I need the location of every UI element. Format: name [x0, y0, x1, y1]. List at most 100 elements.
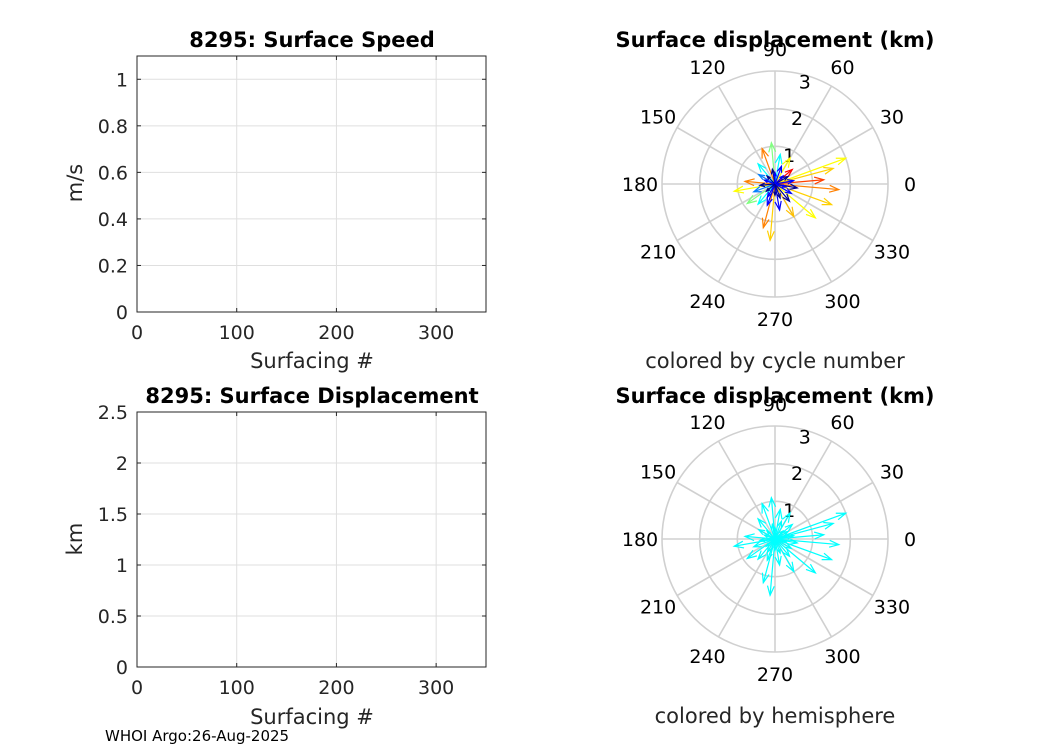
polar_hemi-vector-head	[779, 529, 785, 535]
polar_hemi-vector-shaft	[774, 538, 790, 557]
polar_hemi-vector-arrow	[768, 495, 777, 540]
polar_cycle-vector-head	[823, 166, 835, 175]
polar_cycle-vector-shaft	[762, 183, 776, 228]
polar_cycle-angle-label: 300	[824, 291, 860, 313]
polar_hemi-angle-label: 0	[904, 529, 916, 551]
polar_cycle-vector-head	[765, 174, 771, 180]
polar_hemi-vector-arrow	[774, 538, 788, 543]
polar_hemi-range-label: 3	[799, 426, 811, 448]
polar_hemi-vector-shaft	[774, 512, 846, 540]
polar_hemi-vector-shaft	[766, 538, 776, 553]
polar_hemi-vector-shaft	[762, 538, 776, 583]
polar_hemi-vector-arrow	[774, 538, 841, 548]
polar_cycle-angle-label: 120	[689, 57, 725, 79]
polar_hemi-vector-head	[752, 541, 762, 548]
polar_cycle-vector-arrow	[765, 183, 776, 193]
polar_cycle-vector-arrow	[766, 183, 776, 199]
polar_cycle-vector-shaft	[761, 148, 776, 185]
speed-y-tick-label: 0.4	[98, 209, 128, 231]
polar_cycle-vector-head	[761, 146, 770, 159]
disp-y-tick-label: 2	[116, 453, 128, 475]
polar_cycle-vector-shaft	[766, 175, 776, 185]
polar_cycle-vector-shaft	[774, 157, 791, 185]
polar_cycle-vector-shaft	[774, 183, 781, 211]
polar_hemi-vector-arrow	[774, 529, 785, 540]
polar_hemi-vector-arrow	[774, 530, 790, 540]
polar_cycle-vector-shaft	[774, 183, 790, 202]
polar_cycle-vector-arrow	[732, 183, 776, 194]
disp-x-tick-label: 0	[131, 677, 143, 699]
polar_cycle-vector-arrow	[756, 183, 776, 206]
polar_hemi-vector-head	[757, 528, 766, 536]
polar_cycle-angle-label: 60	[830, 57, 854, 79]
polar_cycle-vector-shaft	[774, 157, 846, 185]
polar_cycle-vector-arrow	[774, 183, 791, 203]
polar_hemi-vector-shaft	[753, 538, 776, 548]
polar_hemi-vector-arrow	[774, 538, 793, 550]
polar_hemi-vector-arrow	[774, 521, 835, 540]
polar_cycle-vector-head	[757, 173, 766, 181]
polar_hemi-vector-arrow	[758, 537, 776, 543]
polar_hemi-vector-head	[782, 548, 791, 558]
polar_hemi-angle-label: 210	[640, 597, 676, 619]
polar_cycle-vector-shaft	[734, 183, 776, 192]
polar_hemi-vector-shaft	[744, 535, 776, 540]
polar_hemi-vector-shaft	[774, 538, 781, 554]
polar_cycle-vector-head	[745, 194, 758, 205]
disp-plot-area	[137, 412, 486, 667]
polar_cycle-vector-arrow	[768, 140, 777, 185]
speed-y-tick-label: 0.8	[98, 116, 128, 138]
polar_cycle-vector-arrow	[774, 175, 790, 185]
footer-credit: WHOI Argo:26-Aug-2025	[105, 727, 289, 745]
polar_cycle-vector-arrow	[774, 152, 783, 185]
polar_cycle-vector-arrow	[765, 174, 776, 185]
polar_hemi-vector-head	[761, 501, 770, 514]
polar_hemi-vector-shaft	[774, 509, 781, 540]
polar_hemi-vector-head	[766, 552, 773, 562]
polar_hemi-vector-arrow	[774, 538, 817, 575]
polar_hemi-vector-arrow	[761, 538, 776, 585]
polar_cycle-vector-shaft	[774, 180, 794, 185]
speed-x-tick-label: 200	[318, 322, 354, 344]
polar_hemi-vector-head	[828, 539, 841, 548]
polar_hemi-vector-arrow	[774, 533, 796, 540]
polar_hemi-angle-label: 120	[689, 412, 725, 434]
speed-x-tick-label: 300	[418, 322, 454, 344]
polar_hemi-vector-arrow	[774, 538, 782, 567]
polar_cycle-vector-arrow	[743, 178, 776, 187]
polar_hemi-vector-arrow	[765, 529, 776, 540]
polar_hemi-vector-head	[774, 507, 783, 520]
speed-y-tick-label: 1	[116, 69, 128, 91]
polar_cycle-vector-arrow	[774, 176, 826, 185]
polar_cycle-vector-head	[779, 174, 785, 180]
polar_cycle-vector-head	[789, 183, 799, 190]
polar_hemi-vector-head	[770, 522, 776, 530]
polar_cycle-vector-arrow	[758, 182, 776, 188]
polar_hemi-vector-shaft	[757, 538, 776, 560]
polar_hemi-vector-shaft	[774, 535, 794, 540]
polar_hemi-vector-head	[823, 521, 835, 530]
polar_cycle-vector-head	[743, 178, 755, 187]
polar_cycle-vector-head	[761, 217, 770, 230]
polar_hemi-vector-head	[765, 542, 771, 548]
polar_hemi-vector-shaft	[764, 534, 776, 540]
polar_cycle-vector-shaft	[774, 183, 839, 191]
polar_hemi-vector-head	[785, 561, 795, 574]
speed-axes-box	[136, 55, 487, 313]
polar_hemi-vector-shaft	[774, 521, 783, 540]
polar_hemi-angle-label: 150	[640, 462, 676, 484]
polar_cycle-vector-head	[770, 167, 776, 175]
polar_hemi-vector-head	[773, 525, 777, 532]
polar_hemi-vector-shaft	[774, 538, 792, 549]
polar_cycle-vector-arrow	[773, 184, 777, 198]
polar_hemi-vector-shaft	[766, 530, 776, 540]
polar_hemi-vector-head	[768, 495, 777, 508]
polar_hemi-vector-arrow	[774, 507, 783, 540]
polar_hemi-vector-arrow	[766, 538, 776, 554]
polar_hemi-angle-label: 30	[880, 462, 904, 484]
polar_hemi-spoke	[774, 481, 874, 540]
polar_cycle-vector-shaft	[757, 183, 776, 205]
surface-speed-panel: 8295: Surface Speed Surfacing # m/s 0 100…	[63, 28, 487, 373]
polar_hemi-angle-label: 180	[622, 529, 658, 551]
